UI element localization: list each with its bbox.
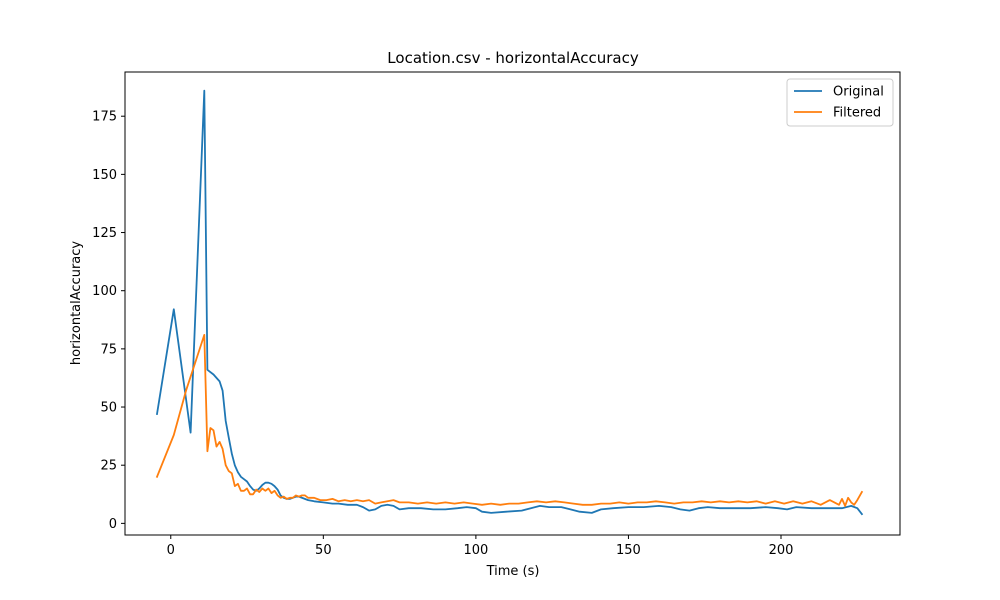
y-axis: 0 25 50 75 100 125 150 175 [92,110,125,532]
x-tick-label: 50 [315,543,332,558]
series-line-filtered [155,333,864,507]
series-line-original [155,89,864,516]
x-axis-title: Time (s) [486,564,540,579]
plot-area [124,71,901,536]
x-tick-label: 0 [167,543,175,558]
legend-label-original: Original [833,85,884,100]
y-tick-label: 175 [92,110,117,125]
x-tick-label: 150 [616,543,641,558]
y-tick-label: 150 [92,168,117,183]
y-tick-label: 100 [92,284,117,299]
y-tick-label: 125 [92,226,117,241]
y-tick-label: 75 [100,342,117,357]
series-layer [155,89,864,516]
y-tick-label: 0 [109,517,117,532]
chart-title: Location.csv - horizontalAccuracy [387,49,639,67]
y-tick-label: 50 [100,401,117,416]
x-tick-label: 200 [769,543,794,558]
x-axis: 0 50 100 150 200 [167,535,794,558]
legend: Original Filtered [786,78,894,127]
y-tick-label: 25 [100,459,117,474]
y-axis-title: horizontalAccuracy [69,241,84,365]
axes-frame [124,71,901,536]
x-tick-label: 100 [463,543,488,558]
legend-label-filtered: Filtered [833,106,881,121]
